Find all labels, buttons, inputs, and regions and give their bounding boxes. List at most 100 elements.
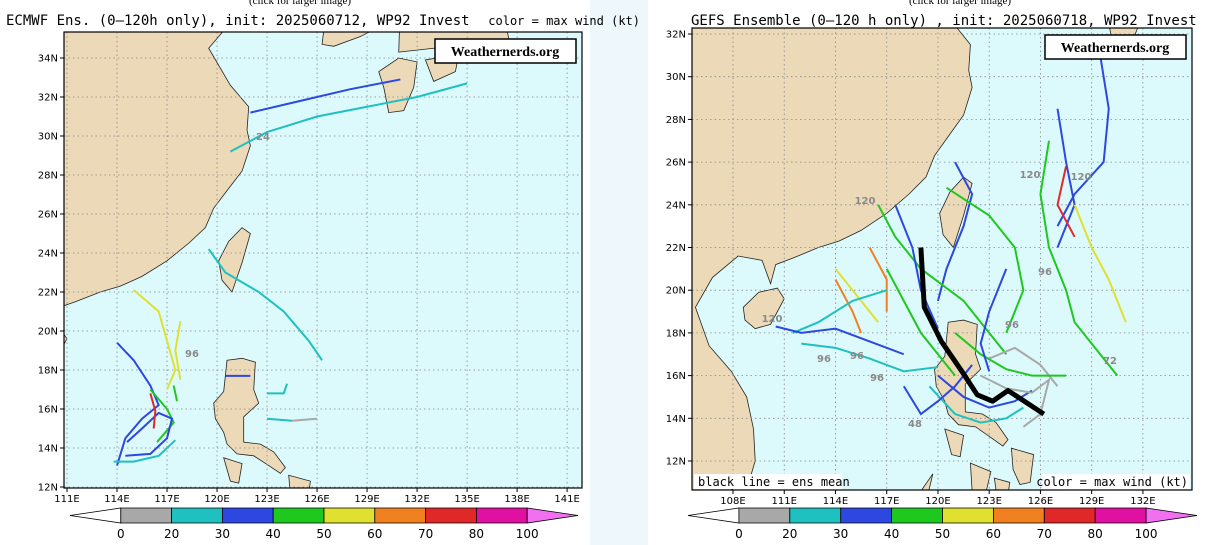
track-hour-label: 96	[817, 354, 831, 365]
track	[834, 279, 863, 334]
land	[223, 457, 243, 484]
lon-label: 135E	[454, 494, 479, 505]
lat-label: 14N	[666, 414, 686, 425]
colorbar-segment	[840, 507, 892, 524]
land	[921, 473, 934, 490]
track	[936, 161, 974, 302]
lat-label: 16N	[38, 405, 58, 416]
colorbar-label: 100	[1135, 527, 1158, 541]
lon-label: 117E	[874, 496, 899, 507]
lon-label: 138E	[504, 494, 529, 505]
track	[116, 342, 160, 466]
colorbar-segment	[272, 507, 325, 524]
colorbar-segment	[323, 507, 376, 524]
lat-label: 28N	[38, 171, 58, 182]
track-hour-label: 96	[1038, 267, 1052, 278]
colorbar-segment	[221, 507, 274, 524]
track	[980, 374, 1051, 428]
watermark-box	[434, 38, 577, 64]
panel-title: ECMWF Ens. (0–120h only), init: 20250607…	[6, 13, 470, 29]
land	[321, 32, 371, 47]
colorbar-label: 50	[935, 527, 950, 541]
track	[834, 268, 879, 323]
caption: (click for larger image)	[249, 0, 351, 7]
track	[207, 248, 323, 361]
colorbar-label: 20	[164, 527, 179, 541]
lon-label: 111E	[54, 494, 79, 505]
track-hour-label: 120	[1020, 170, 1041, 181]
land	[218, 227, 251, 293]
colorbar-segment	[526, 507, 579, 524]
lon-label: 123E	[254, 494, 279, 505]
colorbar-label: 80	[1088, 527, 1103, 541]
land	[213, 357, 286, 474]
colorbar-label: 0	[735, 527, 743, 541]
track	[979, 268, 1008, 372]
track	[172, 385, 178, 402]
lat-label: 18N	[38, 366, 58, 377]
colorbar-label: 100	[516, 527, 539, 541]
lat-label: 18N	[666, 328, 686, 339]
colorbar-label: 0	[117, 527, 125, 541]
panel-title: GEFS Ensemble (0–120 h only) , init: 202…	[691, 13, 1197, 29]
colorbar-segment	[374, 507, 427, 524]
colorbar-segment	[1145, 507, 1198, 524]
track	[885, 268, 956, 377]
lon-label: 132E	[404, 494, 429, 505]
watermark-box	[1044, 34, 1187, 60]
track	[801, 342, 939, 373]
track	[174, 321, 182, 380]
map-frame	[63, 31, 583, 489]
track-hour-label: 96	[1005, 320, 1019, 331]
colorbar-segment	[738, 507, 791, 524]
track	[954, 332, 1067, 377]
lon-label: 123E	[976, 496, 1001, 507]
lat-label: 28N	[666, 115, 686, 126]
track	[125, 411, 174, 457]
lon-label: 126E	[304, 494, 329, 505]
colorbar-label: 40	[884, 527, 899, 541]
track-hour-label: 24	[256, 132, 270, 143]
colorbar-segment	[993, 507, 1045, 524]
lat-label: 32N	[666, 30, 686, 41]
track-hour-label: 72	[1103, 356, 1117, 367]
colorbar-segment	[891, 507, 943, 524]
track	[267, 383, 288, 395]
track	[877, 204, 1008, 355]
lon-label: 129E	[354, 494, 379, 505]
colorbar-label: 20	[782, 527, 797, 541]
track-hour-label: 96	[850, 351, 864, 362]
colorbar-label: 60	[986, 527, 1001, 541]
track	[1056, 166, 1076, 238]
lon-label: 114E	[104, 494, 129, 505]
colorbar-label: 70	[1037, 527, 1052, 541]
track-hour-label: 48	[908, 419, 922, 430]
colorbar-segment	[425, 507, 477, 524]
land	[742, 287, 785, 330]
track	[266, 417, 293, 422]
track	[250, 78, 401, 114]
map-area	[692, 28, 1192, 490]
mean-note: black line = ens mean	[698, 475, 850, 489]
lon-label: 141E	[554, 494, 579, 505]
track-hour-label: 96	[870, 373, 884, 384]
track	[868, 247, 888, 312]
track-hour-label: 120	[762, 314, 783, 325]
lat-label: 32N	[38, 93, 58, 104]
track	[113, 439, 177, 463]
track	[928, 385, 1024, 424]
lon-label: 111E	[772, 496, 797, 507]
lon-label: 114E	[823, 496, 848, 507]
lon-label: 126E	[1028, 496, 1053, 507]
track	[229, 82, 468, 153]
lat-label: 16N	[666, 371, 686, 382]
colorbar-segment	[789, 507, 842, 524]
land	[993, 477, 1011, 490]
lat-label: 14N	[38, 444, 58, 455]
lat-label: 34N	[38, 54, 58, 65]
land	[1010, 447, 1035, 485]
track	[291, 417, 318, 422]
track	[792, 289, 888, 334]
